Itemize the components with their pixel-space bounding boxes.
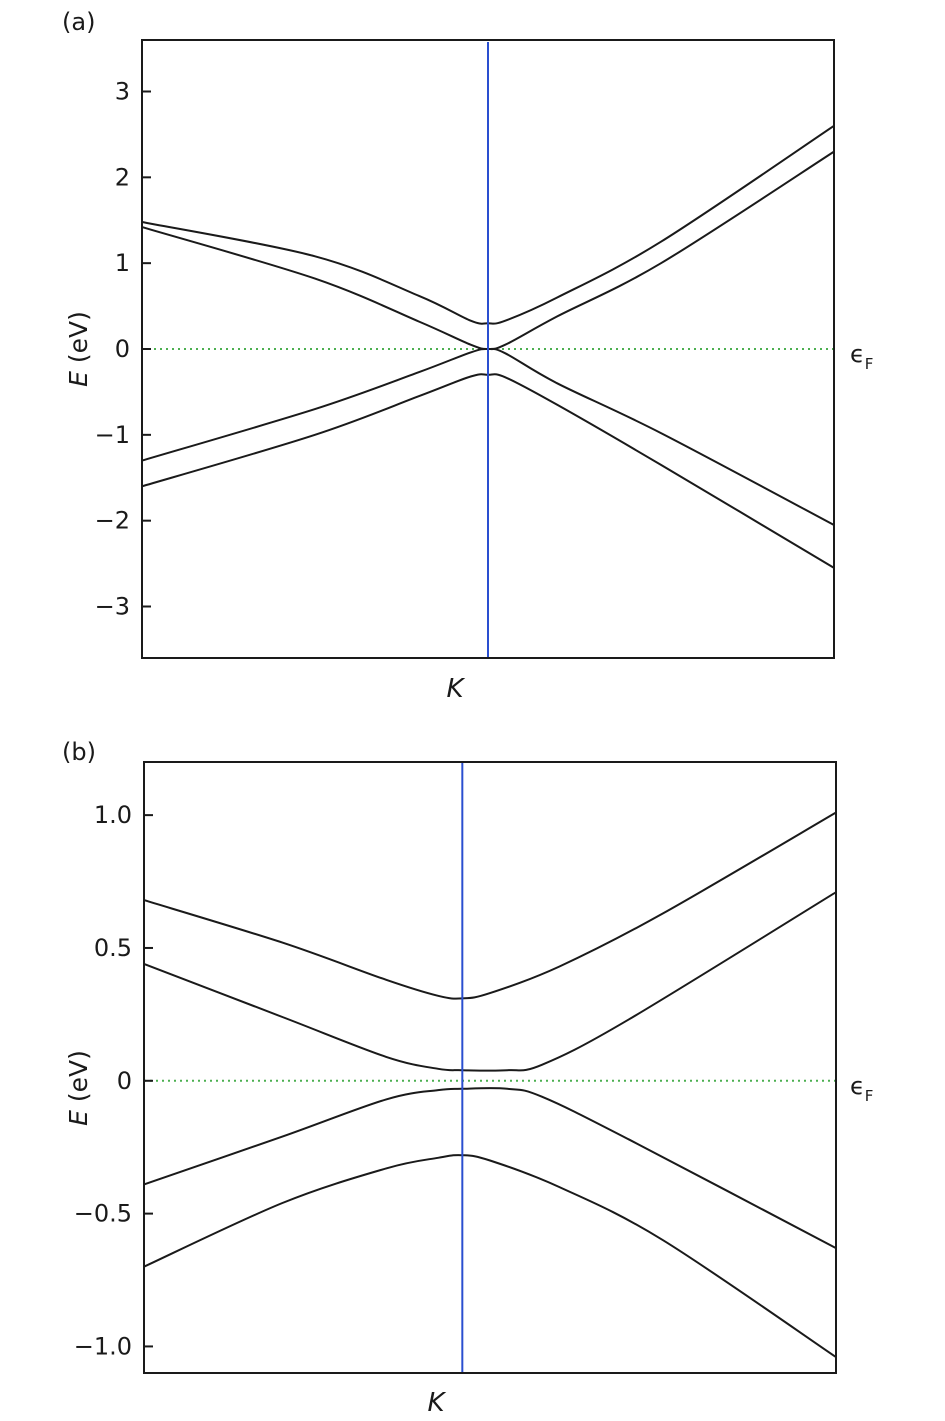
panel-a-label: (a)	[62, 8, 95, 36]
y-tick-label: −2	[95, 507, 130, 535]
y-tick-label: 3	[115, 78, 130, 106]
y-tick-label: −1.0	[74, 1332, 132, 1360]
y-tick-label: 2	[115, 163, 130, 191]
y-tick-label: 1	[115, 249, 130, 277]
y-axis-symbol: E	[64, 371, 93, 387]
panel-a: (a) 3 2 1 0 −1 −2 −3 E (eV) K ϵF	[62, 8, 873, 704]
y-tick-label: 0	[115, 335, 130, 363]
fermi-level-label: ϵF	[850, 1072, 873, 1105]
fermi-symbol: ϵ	[850, 1072, 865, 1100]
fermi-level-label: ϵF	[850, 340, 873, 373]
y-axis-symbol: E	[64, 1110, 93, 1126]
panel-b: (b) 1.0 0.5 0 −0.5 −1.0 E (eV) K ϵF	[62, 738, 873, 1418]
y-tick-label: −0.5	[74, 1200, 132, 1228]
y-tick-label: −1	[95, 421, 130, 449]
fermi-subscript: F	[865, 355, 874, 373]
y-axis-unit: (eV)	[64, 311, 93, 371]
y-tick-label: 1.0	[94, 801, 132, 829]
k-point-label: K	[446, 674, 465, 704]
y-tick-label: 0.5	[94, 934, 132, 962]
energy-band-1	[143, 811, 837, 1000]
y-axis-title: E (eV)	[64, 1050, 93, 1126]
panel-b-label: (b)	[62, 738, 96, 766]
fermi-subscript: F	[865, 1087, 874, 1105]
y-axis-title: E (eV)	[64, 311, 93, 387]
plot-frame	[143, 761, 837, 1374]
energy-bands	[143, 811, 837, 1358]
energy-band-2	[143, 891, 837, 1072]
y-tick-label: −3	[95, 593, 130, 621]
energy-band-4	[143, 1154, 837, 1358]
y-axis-ticks: 3 2 1 0 −1 −2 −3	[95, 78, 151, 621]
energy-band-3	[143, 1087, 837, 1249]
fermi-symbol: ϵ	[850, 340, 865, 368]
y-axis-unit: (eV)	[64, 1050, 93, 1110]
y-axis-ticks: 1.0 0.5 0 −0.5 −1.0	[74, 801, 153, 1360]
k-point-label: K	[427, 1388, 446, 1418]
y-tick-label: 0	[117, 1067, 132, 1095]
